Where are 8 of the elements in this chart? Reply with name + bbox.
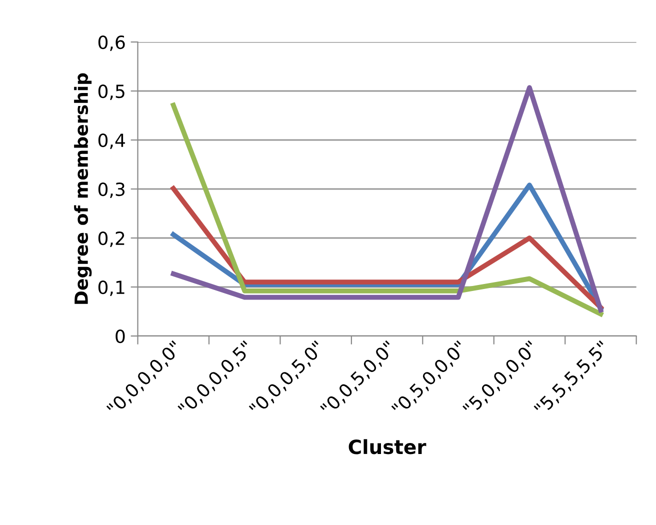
- y-tick-label: 0,1: [98, 280, 124, 296]
- y-axis-title: Degree of membership: [74, 73, 92, 304]
- x-axis-title: Cluster: [348, 439, 426, 454]
- y-tick-label: 0,4: [98, 133, 125, 149]
- y-tick-label: 0,5: [98, 84, 124, 100]
- y-tick-label: 0,2: [98, 231, 124, 247]
- y-tick-label: 0,3: [98, 182, 125, 198]
- y-tick-label: 0,6: [98, 35, 125, 51]
